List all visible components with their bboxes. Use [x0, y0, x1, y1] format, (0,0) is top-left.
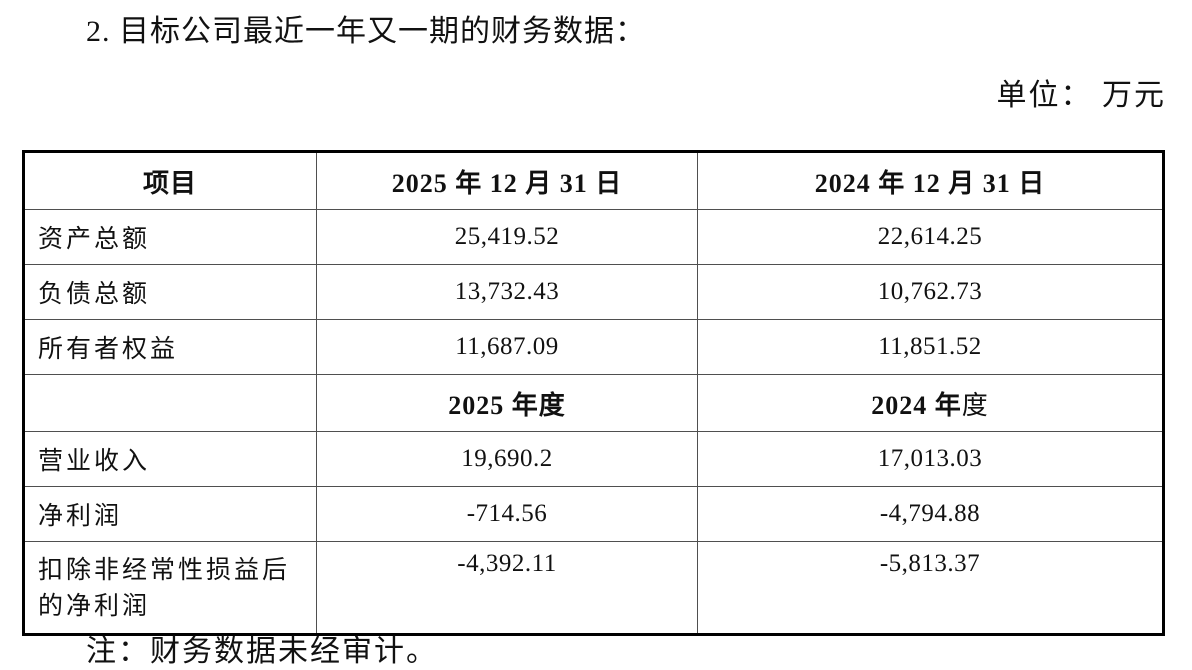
period-2024-rest: 度 [961, 390, 989, 420]
period-2024-bold: 2024 年 [871, 390, 962, 420]
table-row-owners-equity: 所有者权益 11,687.09 11,851.52 [23, 319, 1164, 375]
table-period-header-row: 2025 年度 2024 年度 [23, 374, 1164, 432]
unit-label: 单位： 万元 [996, 79, 1166, 112]
row-value-2025: 25,419.52 [316, 209, 698, 265]
row-value-2024: 10,762.73 [697, 264, 1164, 320]
row-value-2025: 19,690.2 [316, 431, 698, 487]
financial-data-table: 项目 2025 年 12 月 31 日 2024 年 12 月 31 日 资产总… [22, 150, 1165, 636]
row-label: 资产总额 [23, 209, 317, 265]
table-row-total-liabilities: 负债总额 13,732.43 10,762.73 [23, 264, 1164, 320]
header-item: 项目 [23, 151, 317, 210]
table-row-net-profit-excl-nonrecurring: 扣除非经常性损益后的净利润 -4,392.11 -5,813.37 [23, 541, 1164, 635]
row-label: 营业收入 [23, 431, 317, 487]
period-2024: 2024 年度 [697, 374, 1164, 432]
row-value-2024: 11,851.52 [697, 319, 1164, 375]
row-label: 净利润 [23, 486, 317, 542]
row-label: 所有者权益 [23, 319, 317, 375]
period-item-blank [23, 374, 317, 432]
row-value-2025: 13,732.43 [316, 264, 698, 320]
period-2025-bold: 2025 年度 [448, 390, 566, 420]
row-value-2025: 11,687.09 [316, 319, 698, 375]
table-row-net-profit: 净利润 -714.56 -4,794.88 [23, 486, 1164, 542]
row-value-2024: 22,614.25 [697, 209, 1164, 265]
table-header-row: 项目 2025 年 12 月 31 日 2024 年 12 月 31 日 [23, 151, 1164, 210]
row-value-2024: -4,794.88 [697, 486, 1164, 542]
section-title: 2. 目标公司最近一年又一期的财务数据： [86, 15, 646, 48]
table-row-total-assets: 资产总额 25,419.52 22,614.25 [23, 209, 1164, 265]
row-label: 扣除非经常性损益后的净利润 [23, 541, 317, 635]
row-value-2024: -5,813.37 [697, 541, 1164, 635]
period-2025: 2025 年度 [316, 374, 698, 432]
header-date-2024: 2024 年 12 月 31 日 [697, 151, 1164, 210]
row-label: 负债总额 [23, 264, 317, 320]
row-value-2024: 17,013.03 [697, 431, 1164, 487]
header-date-2025: 2025 年 12 月 31 日 [316, 151, 698, 210]
footnote: 注：财务数据未经审计。 [86, 635, 438, 668]
row-value-2025: -714.56 [316, 486, 698, 542]
table-row-operating-revenue: 营业收入 19,690.2 17,013.03 [23, 431, 1164, 487]
row-value-2025: -4,392.11 [316, 541, 698, 635]
